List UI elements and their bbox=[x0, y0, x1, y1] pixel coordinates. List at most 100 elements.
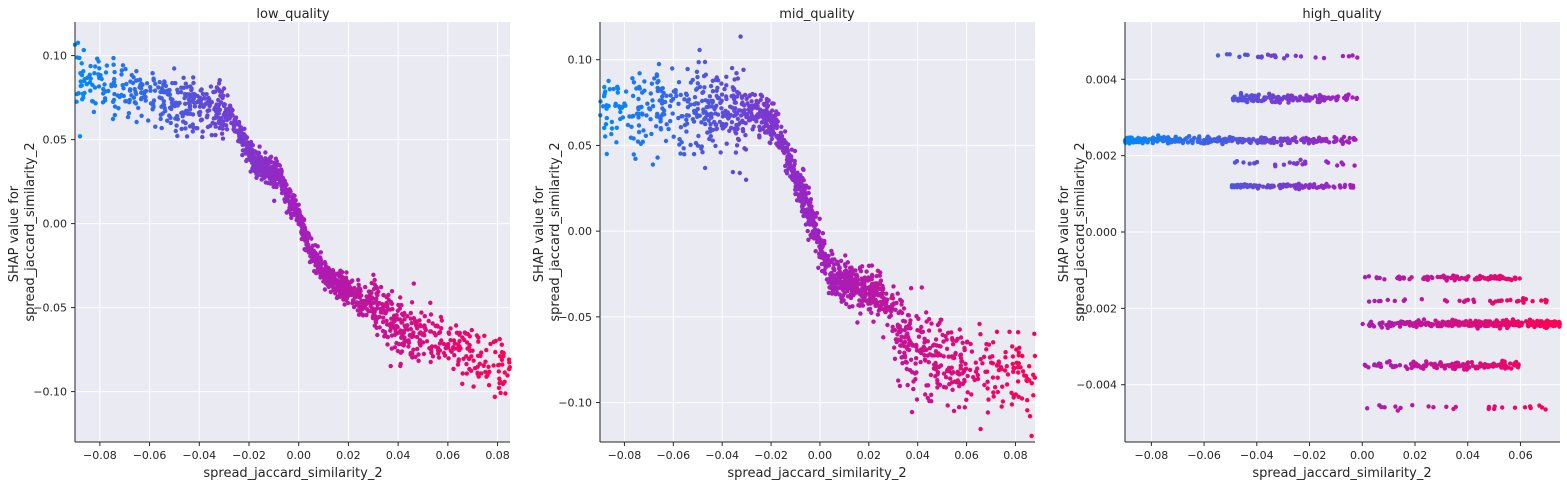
scatter-point bbox=[183, 120, 188, 126]
scatter-point bbox=[615, 84, 620, 90]
scatter-point bbox=[695, 114, 700, 120]
scatter-point bbox=[739, 113, 744, 118]
scatter-point bbox=[151, 105, 156, 110]
scatter-point bbox=[430, 321, 435, 326]
scatter-point bbox=[869, 274, 875, 280]
x-tick-label: 0.02 bbox=[336, 449, 361, 462]
x-tick-label: 0.04 bbox=[386, 449, 411, 462]
scatter-point bbox=[411, 330, 416, 335]
scatter-point bbox=[953, 352, 958, 357]
scatter-point bbox=[1245, 184, 1250, 190]
x-tick-label: −0.06 bbox=[656, 449, 690, 462]
scatter-point bbox=[634, 111, 640, 116]
scatter-point bbox=[989, 360, 994, 365]
scatter-point bbox=[1392, 363, 1398, 369]
scatter-point bbox=[1012, 366, 1017, 371]
scatter-point bbox=[870, 282, 875, 288]
scatter-point bbox=[1135, 136, 1141, 142]
scatter-point bbox=[1014, 360, 1019, 365]
scatter-point bbox=[96, 74, 102, 79]
scatter-point bbox=[844, 301, 849, 307]
scatter-point bbox=[179, 110, 184, 116]
scatter-point bbox=[418, 343, 423, 348]
x-axis-label: spread_jaccard_similarity_2 bbox=[1252, 466, 1431, 481]
scatter-point bbox=[1454, 364, 1460, 369]
scatter-point bbox=[375, 292, 380, 298]
scatter-point bbox=[657, 98, 662, 103]
scatter-point bbox=[914, 370, 919, 375]
scatter-point bbox=[1249, 96, 1255, 101]
scatter-point bbox=[1355, 55, 1360, 60]
scatter-point bbox=[411, 281, 416, 286]
scatter-point bbox=[1505, 298, 1510, 303]
scatter-point bbox=[161, 82, 166, 87]
scatter-point bbox=[815, 236, 820, 241]
scatter-point bbox=[497, 336, 502, 342]
scatter-point bbox=[892, 345, 897, 350]
scatter-point bbox=[702, 165, 708, 171]
scatter-point bbox=[743, 177, 749, 182]
scatter-point bbox=[1007, 329, 1012, 334]
scatter-point bbox=[272, 198, 277, 203]
scatter-point bbox=[912, 343, 917, 348]
scatter-point bbox=[438, 314, 444, 320]
scatter-point bbox=[955, 336, 960, 342]
scatter-point bbox=[1254, 184, 1260, 189]
scatter-point bbox=[604, 103, 609, 108]
scatter-point bbox=[370, 295, 375, 301]
scatter-point bbox=[938, 363, 944, 368]
scatter-point bbox=[945, 403, 950, 408]
scatter-point bbox=[102, 98, 108, 103]
scatter-point bbox=[708, 83, 714, 89]
scatter-point bbox=[1306, 185, 1312, 190]
scatter-point bbox=[1298, 157, 1303, 162]
scatter-point bbox=[933, 337, 939, 342]
scatter-point bbox=[429, 344, 435, 349]
scatter-point bbox=[925, 395, 930, 401]
scatter-point bbox=[907, 321, 913, 326]
scatter-point bbox=[380, 328, 386, 334]
scatter-point bbox=[81, 47, 87, 53]
scatter-point bbox=[749, 99, 754, 104]
scatter-point bbox=[935, 372, 940, 377]
scatter-point bbox=[1496, 298, 1501, 304]
scatter-point bbox=[464, 371, 469, 376]
scatter-point bbox=[801, 208, 807, 213]
scatter-point bbox=[922, 336, 927, 341]
scatter-point bbox=[1311, 184, 1316, 190]
scatter-point bbox=[962, 345, 967, 351]
scatter-point bbox=[1294, 139, 1299, 145]
scatter-point bbox=[1269, 183, 1275, 188]
scatter-point bbox=[257, 144, 262, 149]
scatter-point bbox=[841, 274, 846, 279]
scatter-point bbox=[328, 273, 334, 279]
scatter-point bbox=[498, 390, 503, 396]
scatter-point bbox=[1268, 95, 1273, 101]
scatter-point bbox=[685, 105, 691, 110]
scatter-point bbox=[316, 257, 321, 262]
scatter-point bbox=[958, 355, 964, 361]
scatter-point bbox=[109, 84, 114, 89]
scatter-point bbox=[791, 167, 797, 172]
scatter-point bbox=[835, 259, 840, 265]
scatter-point bbox=[1382, 277, 1387, 282]
scatter-point bbox=[630, 93, 636, 99]
x-tick-label: −0.02 bbox=[754, 449, 788, 462]
scatter-point bbox=[1384, 322, 1389, 328]
scatter-point bbox=[830, 279, 835, 284]
scatter-point bbox=[831, 284, 836, 289]
scatter-point bbox=[274, 161, 280, 167]
x-tick-label: −0.02 bbox=[1293, 449, 1327, 462]
scatter-point bbox=[930, 343, 936, 348]
scatter-point bbox=[230, 121, 235, 126]
scatter-point bbox=[767, 140, 772, 145]
scatter-point bbox=[866, 263, 872, 268]
scatter-point bbox=[394, 340, 399, 346]
scatter-point bbox=[161, 88, 166, 93]
scatter-point bbox=[787, 152, 792, 157]
scatter-point bbox=[1287, 140, 1292, 146]
scatter-point bbox=[262, 171, 268, 176]
scatter-point bbox=[985, 379, 990, 384]
panel-title: high_quality bbox=[1302, 7, 1382, 22]
x-tick-labels: −0.08 −0.06 −0.04 −0.02 0.00 0.02 0.04 0.06 0.08 bbox=[83, 449, 510, 462]
